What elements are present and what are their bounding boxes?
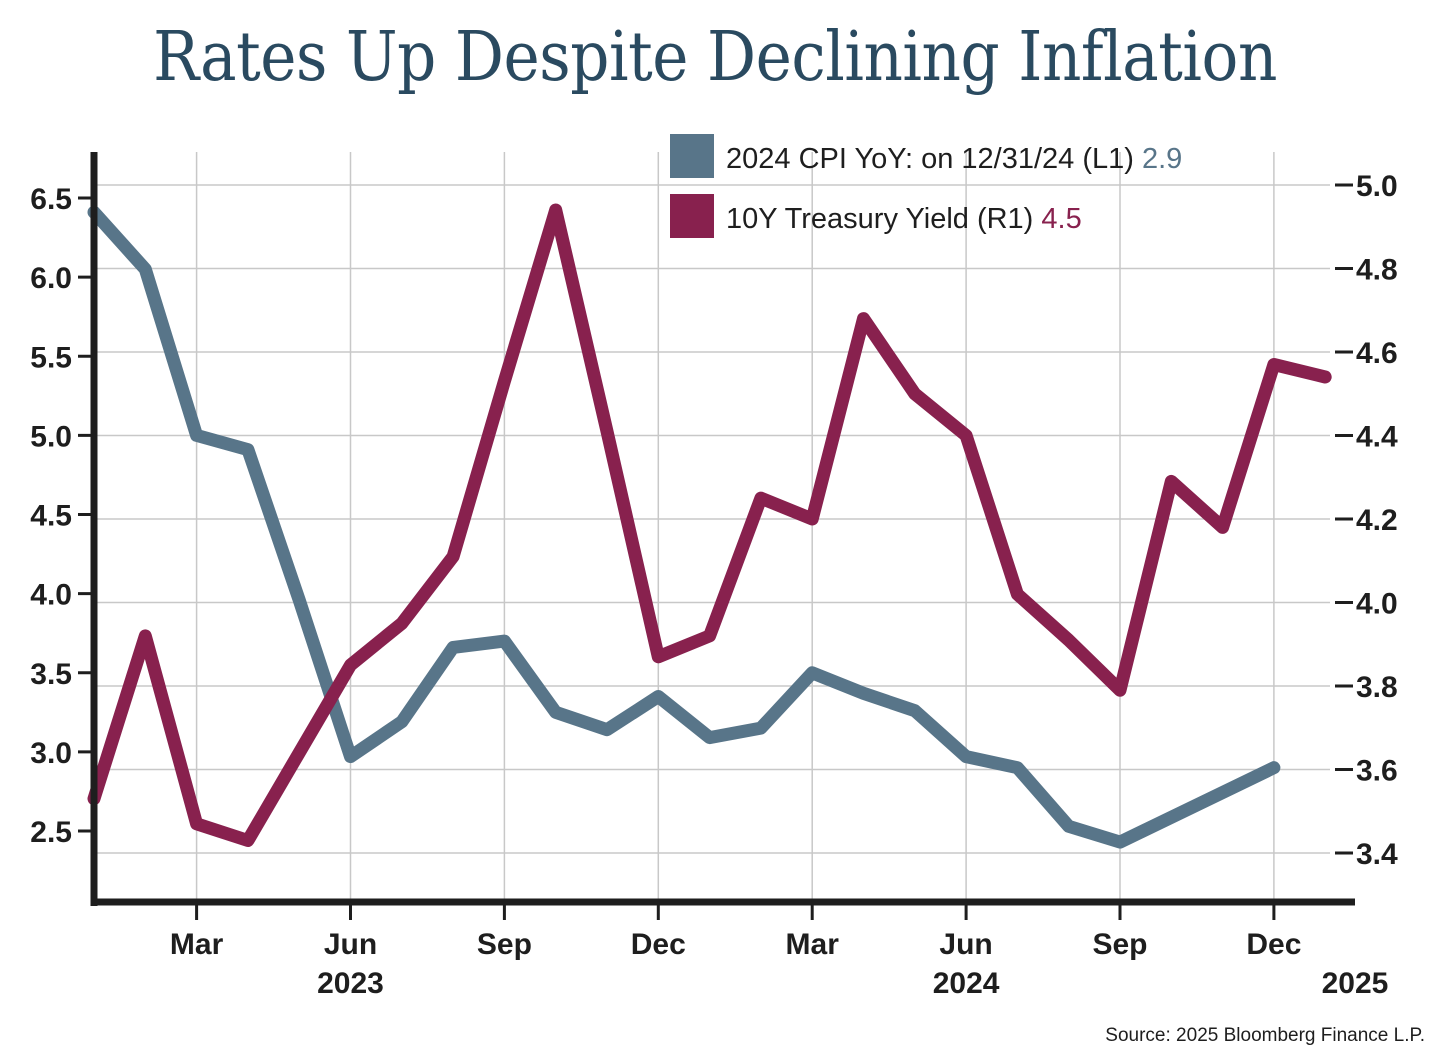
x-year-label: 2025 [1322,967,1389,1000]
left-tick-label: 3.5 [30,658,72,691]
right-axis: 5.0 4.8 4.6 4.4 4.2 4.0 3.8 3.6 3.4 [1335,170,1398,871]
left-tick-label: 6.5 [30,183,72,216]
legend-item: 2024 CPI YoY: on 12/31/24 (L1) 2.9 [670,134,1182,178]
right-tick-label: 4.4 [1356,421,1398,454]
legend-series-name: 2024 CPI YoY: on 12/31/24 (L1) [726,143,1142,175]
cpi-series-line [87,205,1281,849]
right-tick-label: 3.6 [1356,755,1398,788]
right-tick-label: 3.8 [1356,671,1398,704]
legend-item: 10Y Treasury Yield (R1) 4.5 [670,194,1082,238]
x-tick-label: Jun [939,928,992,961]
left-tick-label: 4.0 [30,579,72,612]
x-year-label: 2024 [933,967,1000,1000]
right-tick-label: 4.6 [1356,337,1398,370]
legend: 2024 CPI YoY: on 12/31/24 (L1) 2.9 10Y Tr… [670,134,1182,238]
x-tick-label: Dec [1246,928,1301,961]
left-tick-label: 5.5 [30,341,72,374]
legend-last-value: 4.5 [1041,203,1081,235]
x-axis: Mar Jun 2023 Sep Dec Mar Jun 2024 Sep Dec 2025 [170,902,1388,1000]
right-tick-label: 4.8 [1356,254,1398,287]
x-year-label: 2023 [317,967,384,1000]
left-tick-label: 6.0 [30,262,72,295]
right-tick-label: 5.0 [1356,170,1398,203]
right-tick-label: 3.4 [1356,838,1398,871]
source-note: Source: 2025 Bloomberg Finance L.P. [1105,1025,1425,1046]
gridlines [94,152,1330,902]
series-lines [87,203,1332,849]
right-tick-label: 4.2 [1356,504,1398,537]
right-tick-label: 4.0 [1356,588,1398,621]
x-tick-label: Sep [477,928,532,961]
left-axis: 6.5 6.0 5.5 5.0 4.5 4.0 3.5 3.0 2.5 [30,183,94,849]
x-tick-label: Mar [170,928,224,961]
left-tick-label: 4.5 [30,500,72,533]
x-tick-label: Sep [1092,928,1147,961]
x-tick-label: Dec [631,928,686,961]
left-tick-label: 2.5 [30,816,72,849]
legend-swatch [670,194,714,238]
legend-label: 2024 CPI YoY: on 12/31/24 (L1) 2.9 [726,143,1182,175]
legend-label: 10Y Treasury Yield (R1) 4.5 [726,203,1082,235]
left-tick-label: 3.0 [30,737,72,770]
legend-last-value: 2.9 [1142,143,1182,175]
left-tick-label: 5.0 [30,420,72,453]
x-tick-label: Mar [786,928,840,961]
legend-swatch [670,134,714,178]
chart-title: Rates Up Despite Declining Inflation [153,18,1277,97]
x-tick-label: Jun [324,928,377,961]
legend-series-name: 10Y Treasury Yield (R1) [726,203,1041,235]
